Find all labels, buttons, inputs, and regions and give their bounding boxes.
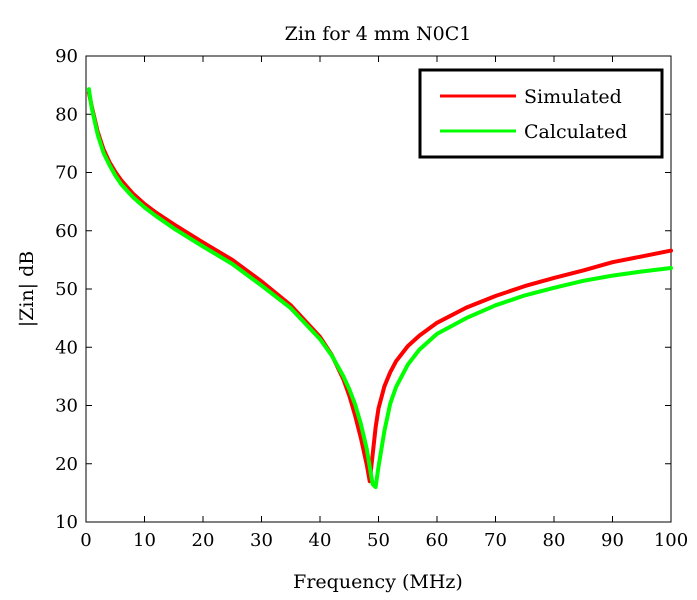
legend: Simulated Calculated <box>418 68 664 159</box>
legend-box <box>418 68 664 159</box>
series-line-calculated <box>86 87 673 490</box>
y-tick-label: 60 <box>55 221 78 242</box>
y-tick-label: 90 <box>55 46 78 67</box>
y-tick-label: 20 <box>55 454 78 475</box>
x-tick-label: 90 <box>601 530 624 551</box>
y-tick-label: 30 <box>55 396 78 417</box>
y-tick-label: 40 <box>55 337 78 358</box>
y-tick-label: 10 <box>55 512 78 533</box>
legend-label-calculated: Calculated <box>524 121 627 143</box>
x-tick-label: 70 <box>484 530 507 551</box>
x-axis-label: Frequency (MHz) <box>293 571 463 593</box>
x-tick-label: 30 <box>250 530 273 551</box>
x-tick-label: 10 <box>133 530 156 551</box>
x-tick-label: 0 <box>80 530 91 551</box>
y-axis-label: |Zin| dB <box>16 251 38 327</box>
series-line-simulated <box>86 90 673 484</box>
series-lines <box>86 87 673 490</box>
x-tick-label: 60 <box>426 530 449 551</box>
x-tick-label: 50 <box>367 530 390 551</box>
y-tick-label: 50 <box>55 279 78 300</box>
chart-title: Zin for 4 mm N0C1 <box>285 23 472 45</box>
y-tick-label: 70 <box>55 163 78 184</box>
x-tick-label: 100 <box>654 530 688 551</box>
y-tick-label: 80 <box>55 104 78 125</box>
legend-label-simulated: Simulated <box>524 86 622 108</box>
x-tick-label: 80 <box>543 530 566 551</box>
x-tick-label: 20 <box>192 530 215 551</box>
x-tick-label: 40 <box>309 530 332 551</box>
